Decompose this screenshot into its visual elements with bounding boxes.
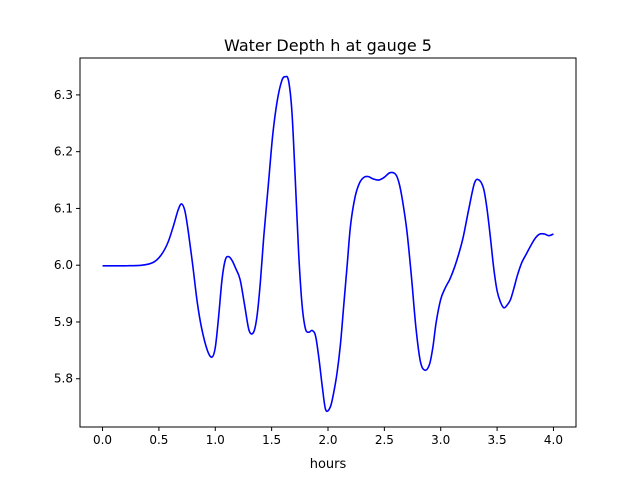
x-axis-ticks: 0.0 0.5 1.0 1.5 2.0 2.5 3.0 3.5 4.0	[93, 427, 563, 447]
chart-title: Water Depth h at gauge 5	[224, 36, 432, 55]
y-tick-label: 6.1	[54, 201, 73, 215]
y-tick-label: 6.0	[54, 258, 73, 272]
x-tick-label: 1.5	[262, 433, 281, 447]
plot-area	[102, 75, 554, 413]
x-tick-label: 0.0	[93, 433, 112, 447]
x-tick-label: 2.5	[375, 433, 394, 447]
x-tick-label: 4.0	[544, 433, 563, 447]
x-axis-label: hours	[310, 457, 347, 472]
y-tick-label: 5.8	[54, 372, 73, 386]
y-tick-label: 5.9	[54, 315, 73, 329]
x-tick-label: 1.0	[206, 433, 225, 447]
x-tick-label: 3.5	[488, 433, 507, 447]
y-tick-label: 6.3	[54, 88, 73, 102]
series-line	[102, 75, 554, 413]
x-tick-label: 3.0	[431, 433, 450, 447]
y-tick-label: 6.2	[54, 145, 73, 159]
x-tick-label: 0.5	[149, 433, 168, 447]
y-axis-ticks: 5.8 5.9 6.0 6.1 6.2 6.3	[54, 88, 80, 386]
x-tick-label: 2.0	[318, 433, 337, 447]
axes-frame	[79, 57, 577, 428]
